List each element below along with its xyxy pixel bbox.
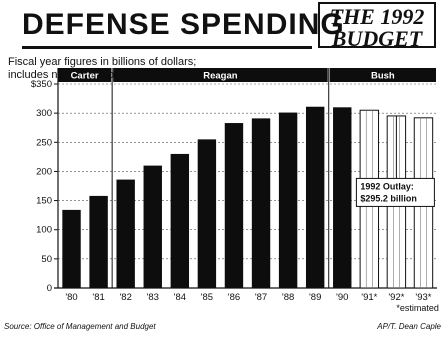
- budget-badge: THE 1992 BUDGET: [318, 2, 436, 51]
- footnote-label: *estimated: [396, 303, 439, 313]
- y-tick-label: 0: [47, 283, 52, 294]
- administration-band: [113, 68, 328, 82]
- administration-bands: Carter Reagan Bush: [58, 68, 436, 288]
- bar: [89, 195, 108, 288]
- x-tick-label: '80: [65, 292, 77, 303]
- bar: [62, 209, 81, 288]
- bar: [116, 179, 135, 288]
- administration-label: Carter: [71, 71, 99, 82]
- bar: [197, 139, 217, 288]
- bar: [251, 118, 271, 288]
- administration-band: [329, 68, 436, 82]
- bar: [224, 123, 244, 289]
- bar: [305, 106, 325, 288]
- x-tick-label: '85: [201, 292, 213, 303]
- y-tick-label: 250: [36, 137, 52, 148]
- administration-band: [58, 68, 112, 82]
- source-note: Source: Office of Management and Budget: [4, 322, 156, 331]
- y-tick-label: 100: [36, 225, 52, 236]
- annotation-box: [355, 177, 435, 207]
- y-tick-label: 300: [36, 108, 52, 119]
- y-tick-label: 150: [36, 196, 52, 207]
- bar: [278, 112, 298, 288]
- y-tick-label: 200: [36, 166, 52, 177]
- x-tick-label: '92*: [388, 292, 404, 303]
- annotation-group: 1992 Outlay: $295.2 billion: [355, 115, 435, 207]
- x-tick-label: '91*: [361, 292, 377, 303]
- administration-label: Bush: [371, 71, 395, 82]
- subtitle-line-1: Fiscal year figures in billions of dolla…: [8, 56, 197, 68]
- bar: [170, 153, 190, 288]
- x-tick-label: '89: [309, 292, 321, 303]
- x-tick-label: '84: [174, 292, 186, 303]
- y-tick-label: $350: [31, 79, 52, 90]
- credit-note: AP/T. Dean Caple: [377, 322, 441, 331]
- x-tick-label: '87: [255, 292, 267, 303]
- badge-line-2: BUDGET: [331, 26, 423, 51]
- y-tick-labels: 0 50 100 150 200 250 300 $350: [31, 79, 52, 294]
- title-rule: [22, 46, 312, 49]
- bar: [333, 107, 352, 288]
- x-tick-label: '81: [92, 292, 104, 303]
- x-tick-label: '83: [147, 292, 159, 303]
- bar: [143, 165, 162, 288]
- x-tick-label: '86: [228, 292, 240, 303]
- x-tick-label: '90: [336, 292, 348, 303]
- annotation-line-2: $295.2 billion: [360, 193, 417, 203]
- administration-label: Reagan: [203, 71, 238, 82]
- chart-title: DEFENSE SPENDING: [22, 8, 345, 41]
- badge-line-1: THE 1992: [329, 4, 425, 29]
- x-tick-label: '88: [282, 292, 294, 303]
- y-tick-label: 50: [41, 254, 52, 265]
- x-tick-label: '82: [119, 292, 131, 303]
- x-tick-labels: '80 '81 '82 '83 '84 '85 '86 '87 '88 '89 '90 '91* '92…: [65, 292, 439, 313]
- annotation-line-1: 1992 Outlay:: [360, 181, 414, 191]
- x-tick-label: '93*: [415, 292, 431, 303]
